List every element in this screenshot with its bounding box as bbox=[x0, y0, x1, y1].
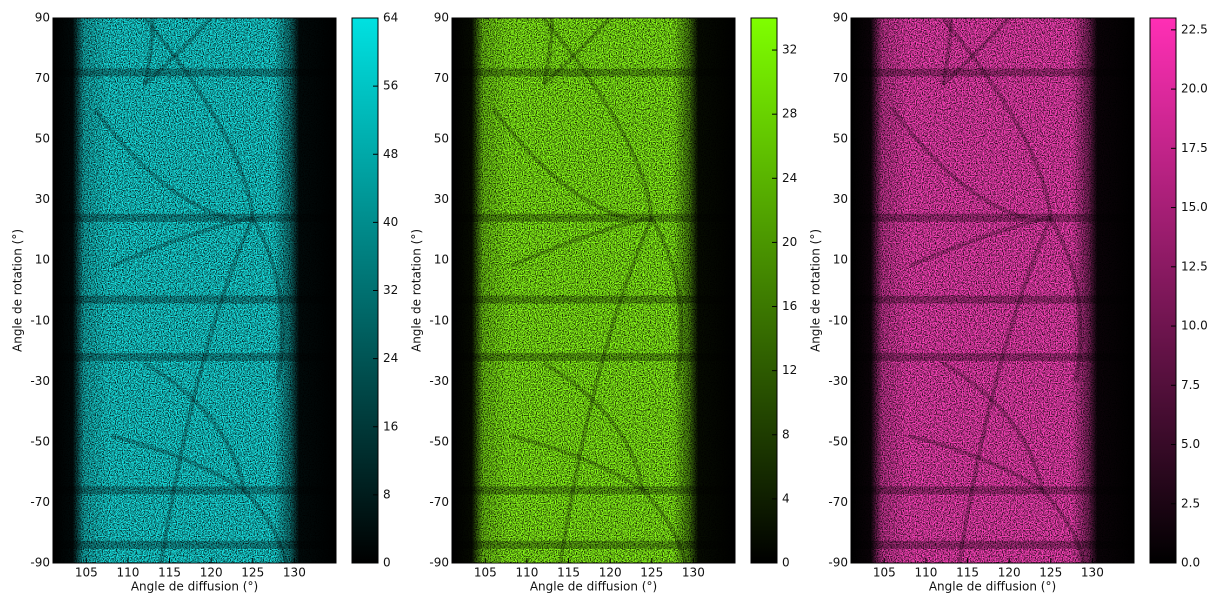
y-tick-label: 10 bbox=[434, 253, 449, 267]
y-tick-label: 90 bbox=[434, 11, 449, 25]
colorbar-tick-label: 28 bbox=[782, 107, 797, 121]
colorbar-tick-label: 8 bbox=[383, 487, 391, 501]
y-tick-label: 90 bbox=[35, 11, 50, 25]
colorbar-tick-label: 2.5 bbox=[1181, 496, 1200, 510]
colorbar-tick-label: 48 bbox=[383, 147, 398, 161]
colorbar-tick-label: 4 bbox=[782, 491, 790, 505]
colorbar-tick-label: 40 bbox=[383, 215, 398, 229]
x-tick-label: 115 bbox=[956, 566, 979, 580]
y-tick-label: 70 bbox=[434, 71, 449, 85]
y-tick-label: -90 bbox=[30, 556, 50, 570]
heatmap bbox=[53, 18, 336, 563]
y-tick-label: 90 bbox=[833, 11, 848, 25]
colorbar-tick-label: 7.5 bbox=[1181, 378, 1200, 392]
x-tick-label: 130 bbox=[283, 566, 306, 580]
y-tick-label: -10 bbox=[828, 313, 848, 327]
colorbar-tick-label: 64 bbox=[383, 11, 398, 25]
y-tick-label: 30 bbox=[35, 192, 50, 206]
colorbar-tick-label: 10.0 bbox=[1181, 319, 1208, 333]
y-tick-label: -30 bbox=[30, 374, 50, 388]
y-tick-label: 30 bbox=[434, 192, 449, 206]
x-tick-label: 110 bbox=[515, 566, 538, 580]
heatmap-edges bbox=[452, 18, 735, 563]
y-tick-label: 30 bbox=[833, 192, 848, 206]
y-axis-label: Angle de rotation (°) bbox=[11, 229, 25, 352]
colorbar-tick-label: 0.0 bbox=[1181, 556, 1200, 570]
x-tick-label: 115 bbox=[158, 566, 181, 580]
x-tick-label: 125 bbox=[640, 566, 663, 580]
x-tick-label: 130 bbox=[682, 566, 705, 580]
colorbar-tick-label: 12 bbox=[782, 363, 797, 377]
colorbar-tick-label: 5.0 bbox=[1181, 437, 1200, 451]
x-tick-label: 115 bbox=[557, 566, 580, 580]
colorbar-tick-label: 20 bbox=[782, 235, 797, 249]
x-axis-label: Angle de diffusion (°) bbox=[131, 580, 258, 593]
y-tick-label: -50 bbox=[828, 434, 848, 448]
x-axis-label: Angle de diffusion (°) bbox=[530, 580, 657, 593]
y-tick-label: -70 bbox=[30, 495, 50, 509]
x-tick-label: 125 bbox=[241, 566, 264, 580]
colorbar-tick-label: 0 bbox=[383, 556, 391, 570]
colorbar-tick-label: 32 bbox=[782, 43, 797, 57]
y-tick-label: -10 bbox=[429, 313, 449, 327]
colorbar-tick-label: 16 bbox=[782, 299, 797, 313]
y-tick-label: 50 bbox=[833, 132, 848, 146]
y-tick-label: 10 bbox=[35, 253, 50, 267]
y-tick-label: -50 bbox=[30, 434, 50, 448]
plot-frame bbox=[451, 17, 736, 564]
colorbar bbox=[1149, 17, 1177, 564]
x-tick-label: 120 bbox=[599, 566, 622, 580]
x-tick-label: 110 bbox=[914, 566, 937, 580]
x-tick-label: 105 bbox=[873, 566, 896, 580]
colorbar-tick-label: 24 bbox=[383, 351, 398, 365]
x-tick-label: 120 bbox=[200, 566, 223, 580]
colorbar-tick-label: 15.0 bbox=[1181, 200, 1208, 214]
y-tick-label: -70 bbox=[429, 495, 449, 509]
y-tick-label: 70 bbox=[35, 71, 50, 85]
colorbar-tick-label: 17.5 bbox=[1181, 141, 1208, 155]
y-axis-label: Angle de rotation (°) bbox=[410, 229, 424, 352]
colorbar-tick-label: 0 bbox=[782, 556, 790, 570]
y-tick-label: 70 bbox=[833, 71, 848, 85]
y-tick-label: 50 bbox=[434, 132, 449, 146]
x-axis-label: Angle de diffusion (°) bbox=[929, 580, 1056, 593]
heatmap bbox=[452, 18, 735, 563]
plot-frame bbox=[52, 17, 337, 564]
x-tick-label: 105 bbox=[474, 566, 497, 580]
colorbar-tick-label: 8 bbox=[782, 427, 790, 441]
colorbar-tick-label: 32 bbox=[383, 283, 398, 297]
x-tick-label: 120 bbox=[998, 566, 1021, 580]
y-axis-label: Angle de rotation (°) bbox=[809, 229, 823, 352]
y-tick-label: 50 bbox=[35, 132, 50, 146]
colorbar-tick-label: 22.5 bbox=[1181, 22, 1208, 36]
colorbar-tick-label: 12.5 bbox=[1181, 259, 1208, 273]
heatmap bbox=[851, 18, 1134, 563]
y-tick-label: -30 bbox=[828, 374, 848, 388]
x-tick-label: 110 bbox=[116, 566, 139, 580]
colorbar-tick-label: 24 bbox=[782, 171, 797, 185]
y-tick-label: -90 bbox=[429, 556, 449, 570]
y-tick-label: -50 bbox=[429, 434, 449, 448]
y-tick-label: -90 bbox=[828, 556, 848, 570]
colorbar-tick-label: 20.0 bbox=[1181, 82, 1208, 96]
y-tick-label: -70 bbox=[828, 495, 848, 509]
x-tick-label: 105 bbox=[75, 566, 98, 580]
colorbar-tick-label: 56 bbox=[383, 79, 398, 93]
y-tick-label: 10 bbox=[833, 253, 848, 267]
x-tick-label: 130 bbox=[1081, 566, 1104, 580]
heatmap-edges bbox=[53, 18, 336, 563]
y-tick-label: -30 bbox=[429, 374, 449, 388]
colorbar bbox=[750, 17, 778, 564]
heatmap-edges bbox=[851, 18, 1134, 563]
colorbar-tick-label: 16 bbox=[383, 419, 398, 433]
plot-frame bbox=[850, 17, 1135, 564]
x-tick-label: 125 bbox=[1039, 566, 1062, 580]
y-tick-label: -10 bbox=[30, 313, 50, 327]
